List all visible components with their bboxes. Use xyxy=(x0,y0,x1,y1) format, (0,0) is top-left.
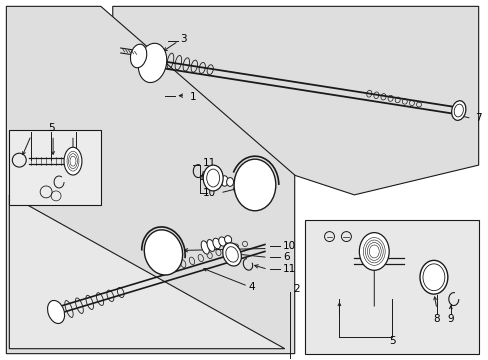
Ellipse shape xyxy=(130,44,146,68)
Polygon shape xyxy=(6,6,294,354)
Text: 9: 9 xyxy=(447,314,453,324)
Ellipse shape xyxy=(210,172,217,186)
Ellipse shape xyxy=(215,174,222,186)
Text: 10: 10 xyxy=(282,242,295,252)
Polygon shape xyxy=(304,220,478,354)
Ellipse shape xyxy=(138,43,166,82)
Ellipse shape xyxy=(451,101,465,120)
Ellipse shape xyxy=(218,237,225,246)
Ellipse shape xyxy=(64,147,82,175)
Ellipse shape xyxy=(224,236,231,243)
Text: 1: 1 xyxy=(190,92,197,102)
Text: 8: 8 xyxy=(433,314,439,324)
Ellipse shape xyxy=(221,176,227,186)
Ellipse shape xyxy=(206,239,214,251)
Text: 4: 4 xyxy=(247,282,254,292)
Text: 11: 11 xyxy=(282,264,295,274)
Text: 11: 11 xyxy=(203,158,216,168)
Polygon shape xyxy=(9,130,101,205)
Ellipse shape xyxy=(359,233,388,270)
Ellipse shape xyxy=(419,260,447,294)
Text: 5: 5 xyxy=(48,123,54,134)
Ellipse shape xyxy=(204,170,211,186)
Text: 6: 6 xyxy=(203,173,209,183)
Ellipse shape xyxy=(144,230,183,275)
Text: 2: 2 xyxy=(293,284,300,294)
Ellipse shape xyxy=(201,241,209,254)
Ellipse shape xyxy=(212,238,220,249)
Ellipse shape xyxy=(203,165,223,191)
Text: 10: 10 xyxy=(203,188,216,198)
Text: 7: 7 xyxy=(474,113,480,123)
Ellipse shape xyxy=(222,243,241,266)
Text: 6: 6 xyxy=(282,252,289,262)
Text: 3: 3 xyxy=(180,34,186,44)
Polygon shape xyxy=(9,195,284,349)
Ellipse shape xyxy=(47,301,64,324)
Ellipse shape xyxy=(226,177,233,186)
Polygon shape xyxy=(113,6,478,195)
Text: 5: 5 xyxy=(388,336,395,346)
Ellipse shape xyxy=(234,159,275,211)
